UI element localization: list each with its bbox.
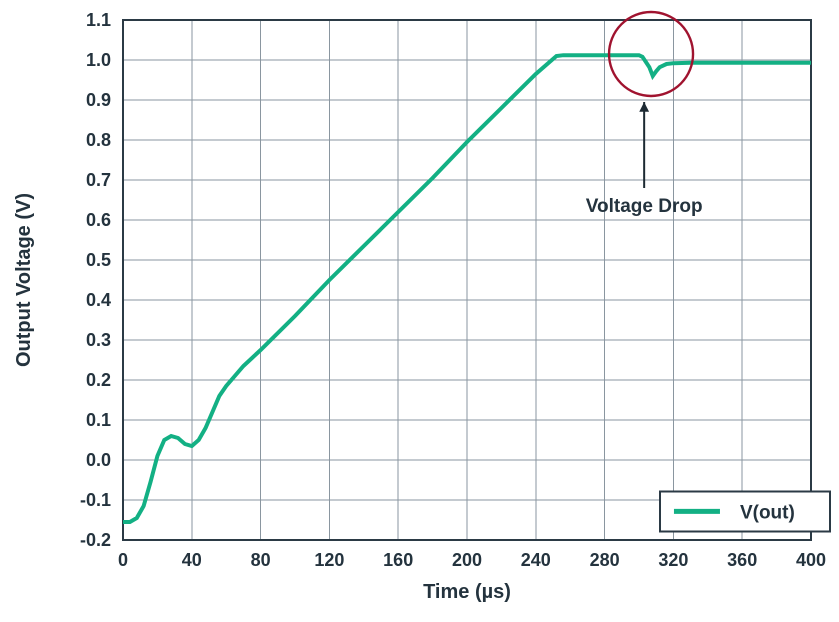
x-tick-label: 200 bbox=[452, 550, 482, 570]
x-tick-label: 40 bbox=[182, 550, 202, 570]
y-tick-label: 0.0 bbox=[86, 450, 111, 470]
y-tick-label: 0.8 bbox=[86, 130, 111, 150]
y-tick-label: 1.1 bbox=[86, 10, 111, 30]
x-tick-label: 320 bbox=[658, 550, 688, 570]
y-tick-label: 0.9 bbox=[86, 90, 111, 110]
y-tick-label: 0.2 bbox=[86, 370, 111, 390]
y-tick-label: 1.0 bbox=[86, 50, 111, 70]
x-axis-title: Time (µs) bbox=[423, 581, 511, 603]
x-tick-label: 120 bbox=[314, 550, 344, 570]
y-tick-label: -0.1 bbox=[80, 490, 111, 510]
y-axis-title: Output Voltage (V) bbox=[13, 193, 35, 367]
chart-svg: Voltage Drop 0 40 80 120 160 200 240 280 320 360 40… bbox=[0, 0, 839, 622]
y-tick-label: 0.6 bbox=[86, 210, 111, 230]
x-tick-label: 400 bbox=[796, 550, 826, 570]
y-tick-label: 0.7 bbox=[86, 170, 111, 190]
y-tick-label: -0.2 bbox=[80, 530, 111, 550]
x-tick-label: 360 bbox=[727, 550, 757, 570]
voltage-drop-chart: Voltage Drop 0 40 80 120 160 200 240 280 320 360 40… bbox=[0, 0, 839, 622]
annotation-label: Voltage Drop bbox=[586, 196, 703, 217]
legend-label: V(out) bbox=[740, 502, 795, 523]
x-tick-label: 0 bbox=[118, 550, 128, 570]
x-tick-label: 160 bbox=[383, 550, 413, 570]
x-tick-label: 240 bbox=[521, 550, 551, 570]
y-tick-label: 0.4 bbox=[86, 290, 111, 310]
x-tick-label: 80 bbox=[251, 550, 271, 570]
x-tick-label: 280 bbox=[590, 550, 620, 570]
y-tick-label: 0.3 bbox=[86, 330, 111, 350]
y-tick-label: 0.5 bbox=[86, 250, 111, 270]
y-tick-label: 0.1 bbox=[86, 410, 111, 430]
